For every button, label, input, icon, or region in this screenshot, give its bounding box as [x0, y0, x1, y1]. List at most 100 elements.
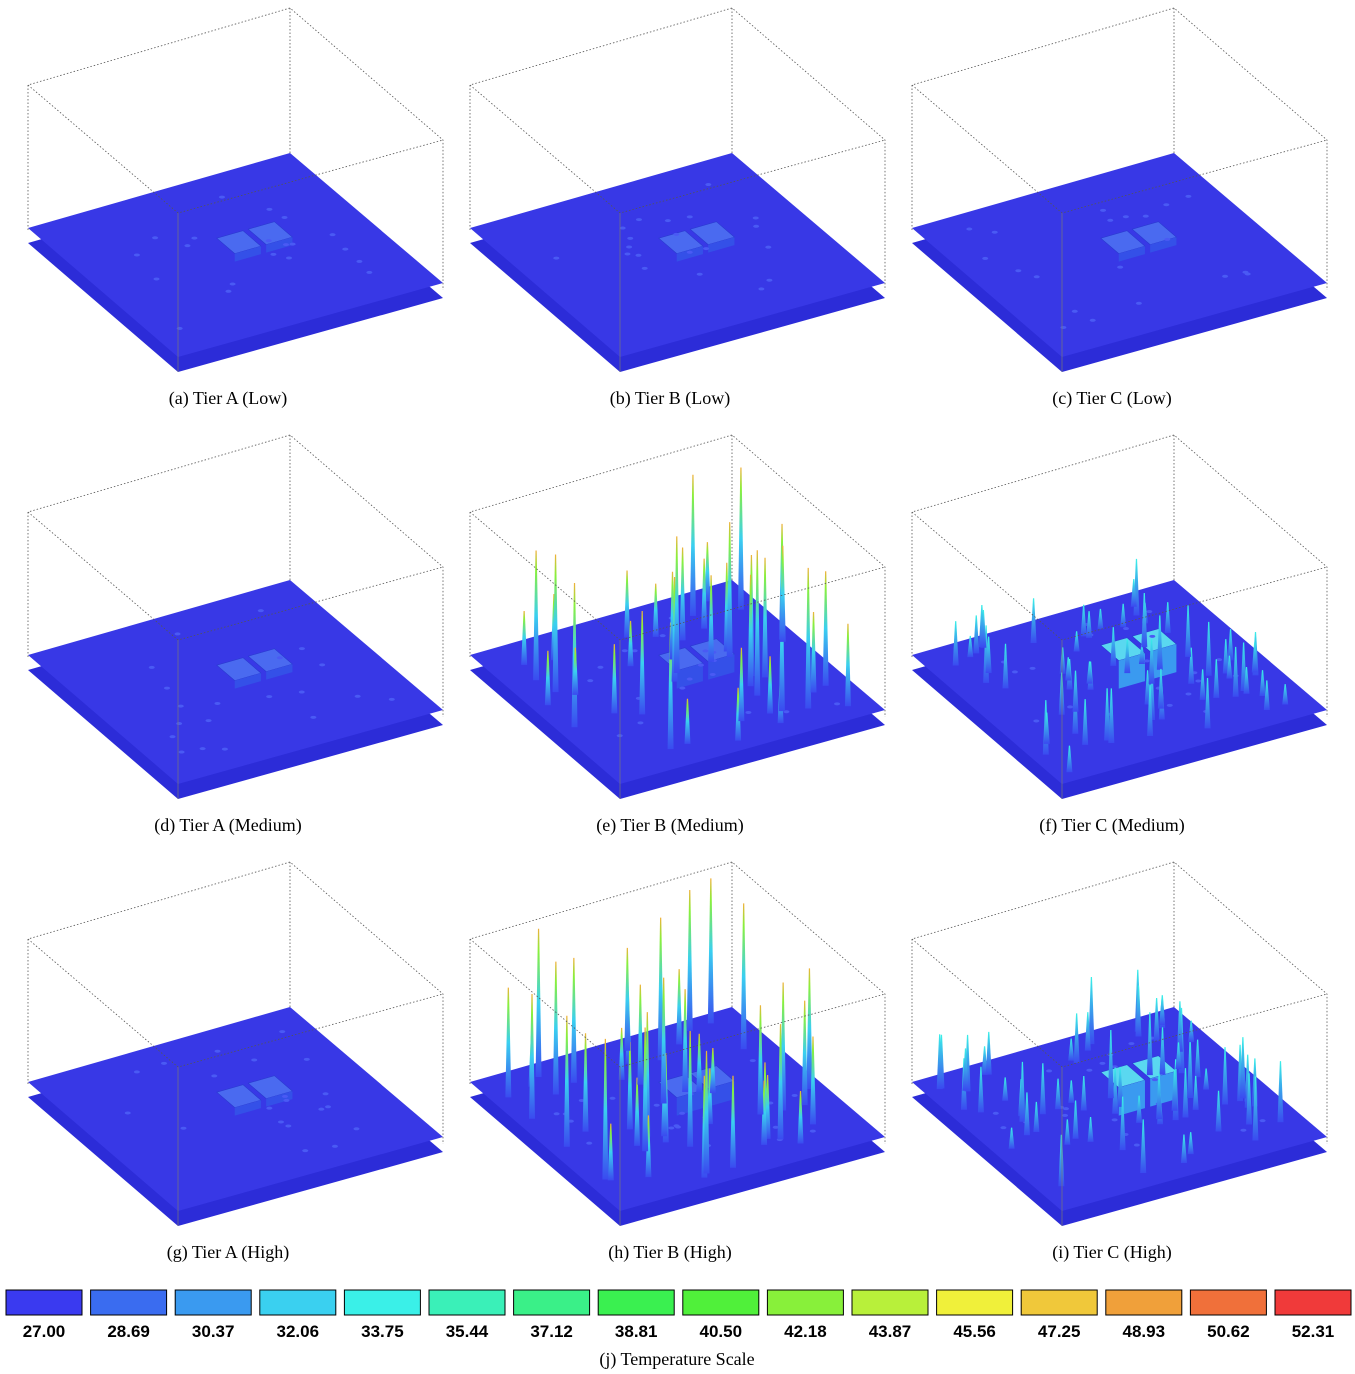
- bump: [1216, 658, 1222, 661]
- bump: [191, 237, 197, 240]
- bump: [179, 751, 185, 754]
- bump: [184, 244, 190, 247]
- bump: [750, 1059, 756, 1062]
- panel-caption: (i) Tier C (High): [1052, 1242, 1172, 1263]
- spike: [553, 962, 559, 1095]
- scale-swatch: [1021, 1290, 1097, 1315]
- spike: [571, 958, 577, 1083]
- bump: [1123, 215, 1129, 218]
- bump: [299, 691, 305, 694]
- bump: [1195, 679, 1201, 682]
- bump: [1067, 705, 1073, 708]
- bump: [637, 721, 643, 724]
- bump: [389, 698, 395, 701]
- scale-label: 48.93: [1123, 1322, 1166, 1341]
- panel-caption: (h) Tier B (High): [608, 1242, 732, 1263]
- scale-label: 28.69: [107, 1322, 150, 1341]
- bump: [1222, 275, 1228, 278]
- bump: [698, 664, 704, 667]
- bump: [810, 1130, 816, 1133]
- bump: [597, 666, 603, 669]
- bump: [673, 233, 679, 236]
- spike: [624, 570, 630, 637]
- bump: [177, 327, 183, 330]
- bump: [753, 225, 759, 228]
- spike: [521, 611, 527, 665]
- bump: [966, 228, 972, 231]
- bump: [318, 1108, 324, 1111]
- spike: [676, 969, 682, 1044]
- bump: [1030, 667, 1036, 670]
- scale-label: 52.31: [1292, 1322, 1335, 1341]
- spike: [1277, 1061, 1283, 1122]
- bump: [705, 183, 711, 186]
- scale-swatch: [767, 1290, 843, 1315]
- bump: [679, 1112, 685, 1115]
- scale-label: 43.87: [869, 1322, 912, 1341]
- scale-label: 32.06: [277, 1322, 320, 1341]
- scale-label: 50.62: [1207, 1322, 1250, 1341]
- bump: [834, 702, 840, 705]
- bump: [982, 257, 988, 260]
- thermal-panel: (g) Tier A (High): [28, 862, 443, 1263]
- panel-caption: (e) Tier B (Medium): [596, 815, 744, 836]
- scale-label: 30.37: [192, 1322, 235, 1341]
- bump: [620, 227, 626, 230]
- bump: [149, 666, 155, 669]
- bump: [1012, 670, 1018, 673]
- bump: [1134, 1144, 1140, 1147]
- bump: [222, 748, 228, 751]
- bump: [266, 208, 272, 211]
- bump: [279, 1030, 285, 1033]
- bump: [1117, 266, 1123, 269]
- scale-label: 33.75: [361, 1322, 404, 1341]
- bump: [622, 649, 628, 652]
- bump: [1163, 203, 1169, 206]
- bump: [1063, 1107, 1069, 1110]
- bump: [635, 254, 641, 257]
- bump: [1152, 1078, 1158, 1081]
- scale-swatch: [344, 1290, 420, 1315]
- spike: [690, 475, 696, 616]
- bump: [1034, 275, 1040, 278]
- panel-caption: (c) Tier C (Low): [1052, 388, 1172, 409]
- bump: [668, 1126, 674, 1129]
- scale-label: 47.25: [1038, 1322, 1081, 1341]
- bump: [703, 247, 709, 250]
- bump: [1107, 219, 1113, 222]
- bump: [1000, 1126, 1006, 1129]
- bump: [1112, 1118, 1118, 1121]
- bump: [319, 663, 325, 666]
- bump: [1164, 238, 1170, 241]
- scale-swatch: [598, 1290, 674, 1315]
- bump: [1060, 326, 1066, 329]
- bump: [355, 695, 361, 698]
- spike: [708, 878, 714, 1023]
- thermal-panel: (i) Tier C (High): [912, 862, 1327, 1263]
- bump: [286, 256, 292, 259]
- bump: [161, 1062, 167, 1065]
- bump: [745, 711, 751, 714]
- bump: [134, 253, 140, 256]
- bump: [356, 260, 362, 263]
- bump: [554, 1112, 560, 1115]
- bump: [219, 196, 225, 199]
- bump: [215, 1050, 221, 1053]
- scale-swatch: [852, 1290, 928, 1315]
- bump: [266, 1107, 272, 1110]
- bump: [660, 634, 666, 637]
- bump: [553, 257, 559, 260]
- thermal-panel: (e) Tier B (Medium): [470, 435, 885, 836]
- bump: [1149, 635, 1155, 638]
- bump: [1185, 692, 1191, 695]
- scale-swatch: [514, 1290, 590, 1315]
- bump: [258, 609, 264, 612]
- bump: [170, 735, 176, 738]
- bump: [176, 722, 182, 725]
- spike: [738, 467, 744, 609]
- spike: [741, 903, 747, 1049]
- bump: [1146, 610, 1152, 613]
- bump: [766, 279, 772, 282]
- bump: [1086, 1069, 1092, 1072]
- spike: [624, 948, 630, 1051]
